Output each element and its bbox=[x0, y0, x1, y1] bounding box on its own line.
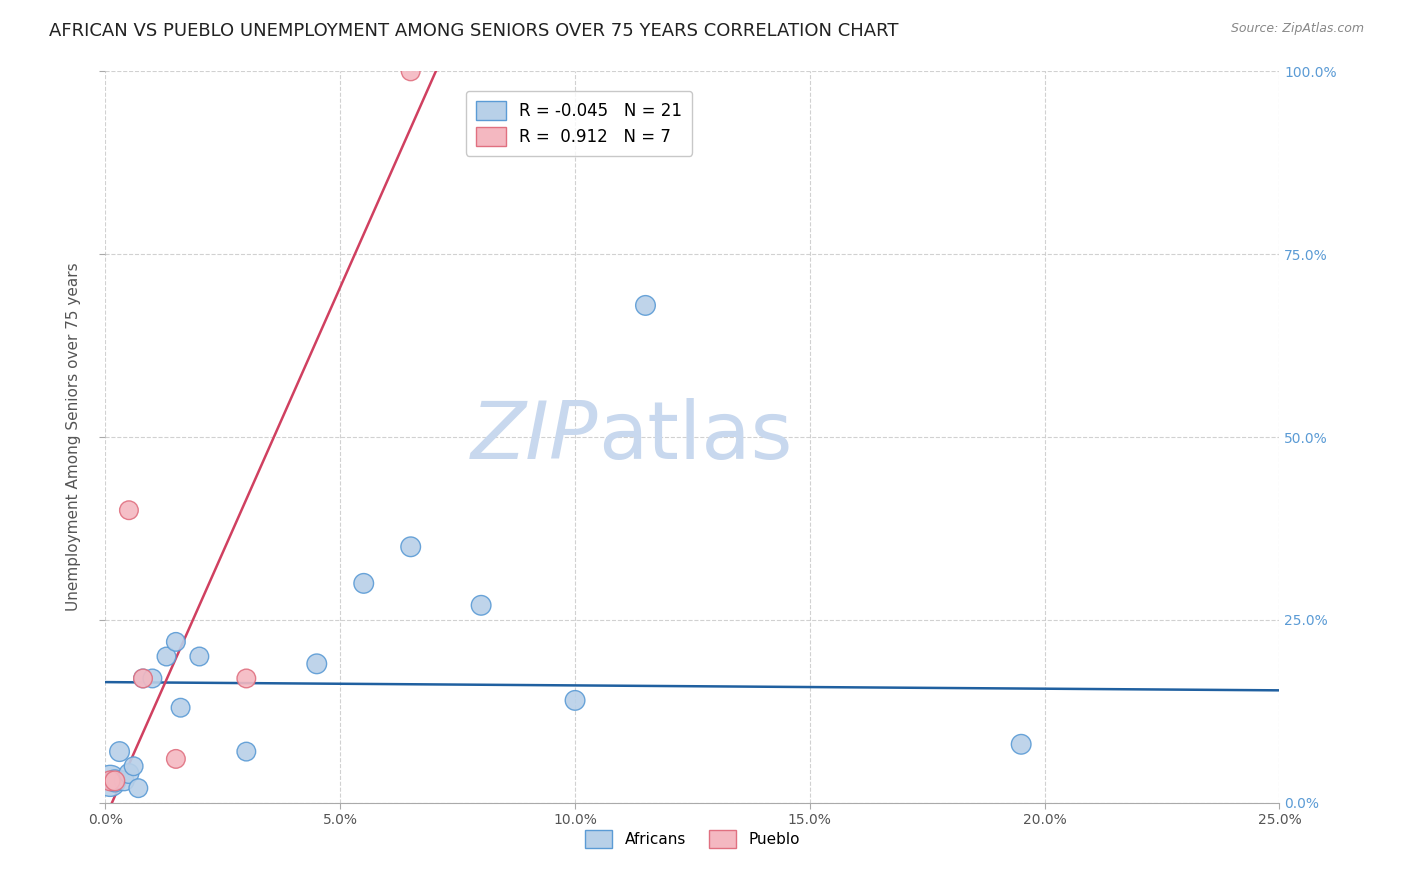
Point bbox=[141, 672, 163, 686]
Point bbox=[165, 752, 187, 766]
Legend: Africans, Pueblo: Africans, Pueblo bbox=[579, 824, 806, 854]
Text: Source: ZipAtlas.com: Source: ZipAtlas.com bbox=[1230, 22, 1364, 36]
Point bbox=[118, 766, 141, 780]
Point bbox=[470, 599, 492, 613]
Point bbox=[235, 672, 257, 686]
Point bbox=[132, 672, 155, 686]
Point bbox=[399, 540, 422, 554]
Point bbox=[112, 773, 135, 788]
Text: atlas: atlas bbox=[599, 398, 793, 476]
Point bbox=[155, 649, 177, 664]
Point bbox=[353, 576, 375, 591]
Point bbox=[165, 635, 187, 649]
Point bbox=[98, 773, 121, 788]
Point bbox=[169, 700, 191, 714]
Text: ZIP: ZIP bbox=[471, 398, 599, 476]
Point bbox=[122, 759, 145, 773]
Point bbox=[118, 503, 141, 517]
Point bbox=[399, 64, 422, 78]
Point bbox=[127, 781, 149, 796]
Y-axis label: Unemployment Among Seniors over 75 years: Unemployment Among Seniors over 75 years bbox=[66, 263, 82, 611]
Point bbox=[1010, 737, 1032, 751]
Point bbox=[132, 672, 155, 686]
Point bbox=[188, 649, 211, 664]
Point bbox=[235, 745, 257, 759]
Point bbox=[634, 298, 657, 312]
Point bbox=[104, 773, 127, 788]
Point bbox=[305, 657, 328, 671]
Point bbox=[108, 745, 131, 759]
Text: AFRICAN VS PUEBLO UNEMPLOYMENT AMONG SENIORS OVER 75 YEARS CORRELATION CHART: AFRICAN VS PUEBLO UNEMPLOYMENT AMONG SEN… bbox=[49, 22, 898, 40]
Point bbox=[98, 773, 121, 788]
Point bbox=[564, 693, 586, 707]
Point bbox=[104, 773, 127, 788]
